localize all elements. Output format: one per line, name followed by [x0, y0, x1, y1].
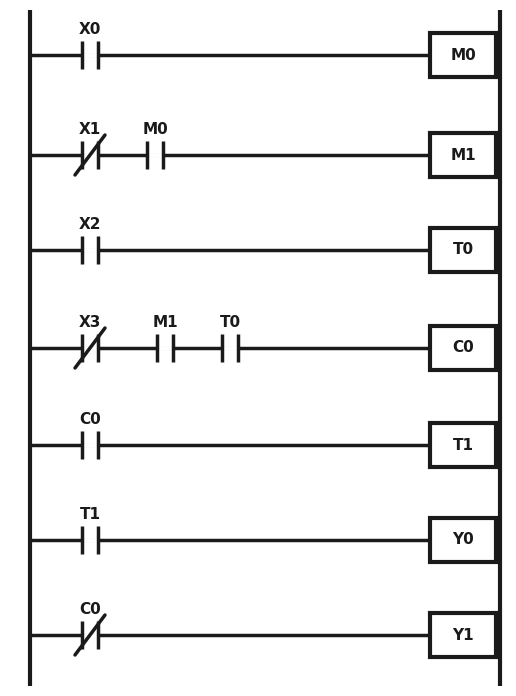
FancyBboxPatch shape — [430, 133, 496, 177]
Text: Y0: Y0 — [452, 532, 474, 548]
FancyBboxPatch shape — [430, 613, 496, 657]
Text: X2: X2 — [79, 217, 101, 232]
FancyBboxPatch shape — [430, 228, 496, 272]
Text: X1: X1 — [79, 122, 101, 137]
Text: T1: T1 — [453, 438, 474, 452]
FancyBboxPatch shape — [430, 326, 496, 370]
Text: M0: M0 — [450, 47, 476, 63]
FancyBboxPatch shape — [430, 518, 496, 562]
FancyBboxPatch shape — [430, 33, 496, 77]
FancyBboxPatch shape — [430, 423, 496, 467]
Text: M1: M1 — [152, 315, 178, 330]
Text: C0: C0 — [79, 412, 101, 427]
Text: C0: C0 — [79, 602, 101, 617]
Text: X0: X0 — [79, 22, 101, 37]
Text: M0: M0 — [142, 122, 168, 137]
Text: X3: X3 — [79, 315, 101, 330]
Text: C0: C0 — [452, 340, 474, 356]
Text: T0: T0 — [453, 242, 474, 258]
Text: Y1: Y1 — [452, 628, 474, 642]
Text: T0: T0 — [219, 315, 240, 330]
Text: M1: M1 — [450, 148, 476, 162]
Text: T1: T1 — [79, 507, 101, 522]
